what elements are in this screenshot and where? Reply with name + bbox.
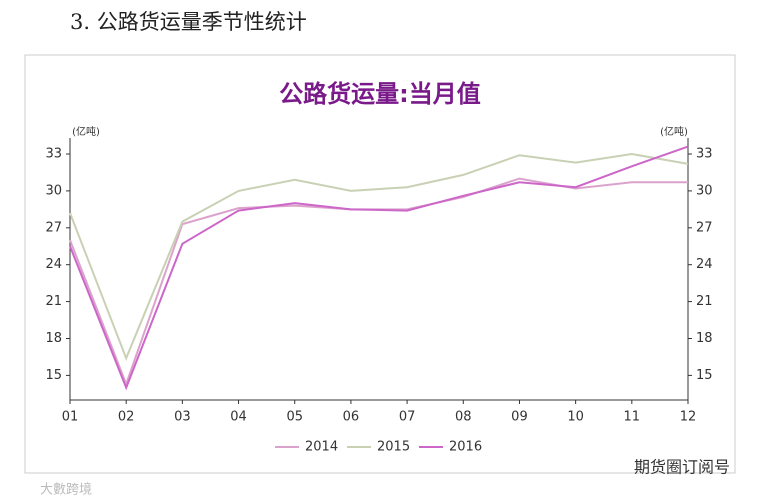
- x-tick-label: 07: [399, 410, 416, 425]
- y2-tick-label: 18: [696, 331, 713, 346]
- y-tick-label: 27: [45, 220, 62, 235]
- x-tick-label: 05: [286, 410, 303, 425]
- series-line: [69, 145, 689, 391]
- x-tick-label: 10: [567, 410, 584, 425]
- legend-label: 2014: [305, 440, 338, 455]
- y2-tick-label: 33: [696, 146, 713, 161]
- y-tick-label: 30: [45, 183, 62, 198]
- legend-label: 2016: [449, 440, 482, 455]
- y-tick-label: 18: [45, 331, 62, 346]
- x-tick-label: 04: [230, 410, 247, 425]
- y-tick-label: 21: [45, 294, 62, 309]
- y-tick-label: 33: [45, 146, 62, 161]
- y2-tick-label: 15: [696, 368, 713, 383]
- y2-tick-label: 30: [696, 183, 713, 198]
- y2-tick-label: 21: [696, 294, 713, 309]
- x-tick-label: 01: [62, 410, 79, 425]
- x-tick-label: 09: [511, 410, 528, 425]
- y-tick-label: 24: [45, 257, 62, 272]
- x-tick-label: 06: [343, 410, 360, 425]
- y2-tick-label: 24: [696, 257, 713, 272]
- x-tick-label: 08: [455, 410, 472, 425]
- y-tick-label: 15: [45, 368, 62, 383]
- x-tick-label: 12: [680, 410, 697, 425]
- y2-axis-label: (亿吨): [660, 125, 688, 138]
- legend-label: 2015: [377, 440, 410, 455]
- x-tick-label: 11: [624, 410, 641, 425]
- x-tick-label: 03: [174, 410, 191, 425]
- series-line: [69, 152, 689, 361]
- watermark: 期货圈订阅号: [634, 458, 730, 477]
- y-axis-label: (亿吨): [72, 125, 100, 138]
- heading: 3. 公路货运量季节性统计: [70, 10, 307, 34]
- chart-frame: [24, 54, 736, 474]
- y2-tick-label: 27: [696, 220, 713, 235]
- x-tick-label: 02: [118, 410, 135, 425]
- watermark: 大數跨境: [40, 483, 92, 498]
- chart-title: 公路货运量:当月值: [279, 80, 481, 108]
